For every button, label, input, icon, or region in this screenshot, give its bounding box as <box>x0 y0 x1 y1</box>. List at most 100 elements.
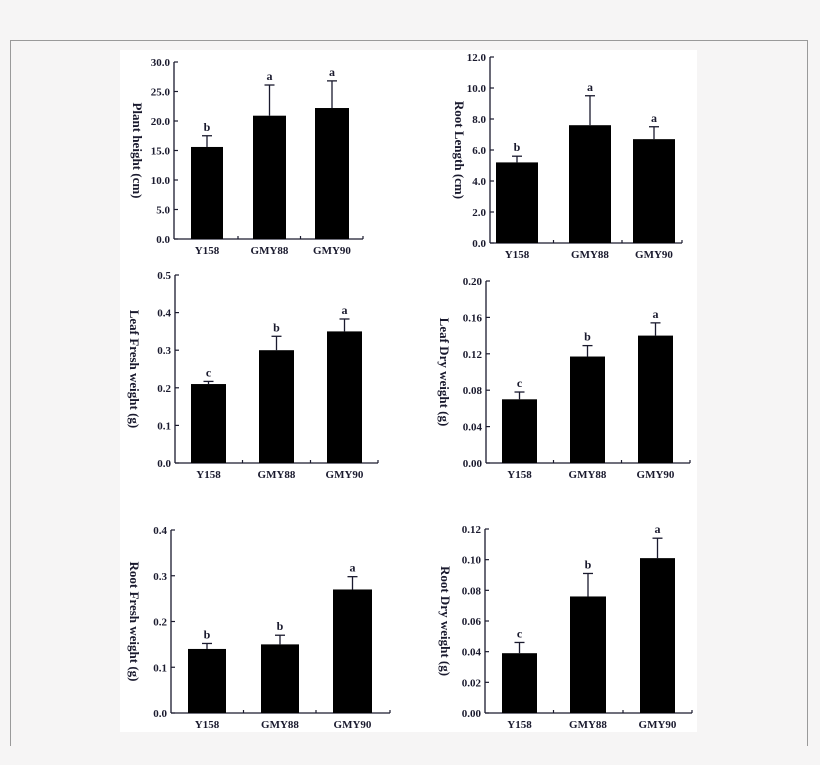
y-tick-label: 15.0 <box>151 146 171 158</box>
y-tick-label: 20.0 <box>151 116 171 128</box>
y-tick-label: 5.0 <box>156 205 170 217</box>
y-axis-label: Plant height (cm) <box>130 102 145 198</box>
category-label: GMY88 <box>569 469 607 481</box>
category-label: GMY90 <box>635 249 673 261</box>
y-axis-label: Leaf Dry weight (g) <box>437 318 452 427</box>
y-tick-label: 0.0 <box>472 238 486 250</box>
y-tick-label: 25.0 <box>151 87 171 99</box>
y-tick-label: 0.04 <box>463 422 483 434</box>
bar <box>259 350 294 463</box>
bar <box>633 139 675 243</box>
y-tick-label: 10.0 <box>467 83 487 95</box>
significance-letter: a <box>587 80 593 94</box>
significance-letter: a <box>655 522 661 536</box>
significance-letter: b <box>277 619 284 633</box>
y-axis-label: Root Length (cm) <box>452 101 467 199</box>
y-tick-label: 0.12 <box>462 524 482 536</box>
category-label: Y158 <box>195 719 220 731</box>
category-label: Y158 <box>507 469 532 481</box>
chart-plant-height: 0.0 5.0 10.0 15.0 20.0 25.0 30.0 b Y158 a GMY88 a GM… <box>130 57 364 257</box>
significance-letter: c <box>517 626 523 640</box>
significance-letter: b <box>273 320 280 334</box>
y-tick-label: 0.12 <box>463 349 483 361</box>
y-tick-label: 0.0 <box>153 708 167 720</box>
category-label: Y158 <box>507 719 532 731</box>
y-tick-label: 0.10 <box>462 555 482 567</box>
category-label: GMY90 <box>326 469 364 481</box>
category-label: GMY88 <box>251 245 289 257</box>
significance-letter: a <box>653 307 659 321</box>
bar <box>502 399 537 463</box>
bar <box>638 335 673 463</box>
y-tick-label: 0.4 <box>157 308 171 320</box>
category-label: Y158 <box>505 249 530 261</box>
chart-root-length: 0.0 2.0 4.0 6.0 8.0 10.0 12.0 b Y158 a GMY88 a GMY90… <box>452 52 683 261</box>
category-label: GMY90 <box>313 245 351 257</box>
y-tick-label: 0.1 <box>153 662 167 674</box>
significance-letter: b <box>204 120 211 134</box>
bar <box>502 653 537 713</box>
bar <box>640 558 675 713</box>
y-tick-label: 0.06 <box>462 616 482 628</box>
y-tick-label: 0.04 <box>462 647 482 659</box>
significance-letter: a <box>267 69 273 83</box>
y-axis-label: Leaf Fresh weight (g) <box>127 310 142 429</box>
chart-root-dry-weight: 0.00 0.02 0.04 0.06 0.08 0.10 0.12 c Y158 b GMY88 a… <box>438 522 693 731</box>
bar <box>191 384 226 463</box>
bar <box>188 648 226 713</box>
bar <box>191 146 223 239</box>
y-tick-label: 10.0 <box>151 175 171 187</box>
bar <box>570 596 606 713</box>
y-tick-label: 2.0 <box>472 207 486 219</box>
significance-letter: b <box>204 627 211 641</box>
significance-letter: c <box>206 365 212 379</box>
y-tick-label: 30.0 <box>151 57 171 69</box>
y-tick-label: 0.08 <box>462 585 482 597</box>
y-tick-label: 12.0 <box>467 52 487 64</box>
y-tick-label: 0.2 <box>157 383 171 395</box>
y-tick-label: 8.0 <box>472 114 486 126</box>
y-tick-label: 0.00 <box>463 458 483 470</box>
significance-letter: a <box>350 561 356 575</box>
bar <box>569 125 611 243</box>
category-label: Y158 <box>196 469 221 481</box>
bar <box>570 356 605 463</box>
significance-letter: a <box>651 111 657 125</box>
category-label: Y158 <box>195 245 220 257</box>
y-tick-label: 0.3 <box>157 345 171 357</box>
significance-letter: a <box>342 303 348 317</box>
bar <box>261 644 299 713</box>
y-tick-label: 0.1 <box>157 420 171 432</box>
y-tick-label: 0.3 <box>153 571 167 583</box>
figure-frame <box>10 40 808 746</box>
y-tick-label: 0.00 <box>462 708 482 720</box>
y-tick-label: 0.5 <box>157 270 171 282</box>
y-tick-label: 4.0 <box>472 176 486 188</box>
category-label: GMY88 <box>569 719 607 731</box>
category-label: GMY90 <box>637 469 675 481</box>
y-tick-label: 0.2 <box>153 617 167 629</box>
y-tick-label: 0.4 <box>153 525 167 537</box>
y-tick-label: 0.08 <box>463 385 483 397</box>
significance-letter: a <box>329 65 335 79</box>
category-label: GMY88 <box>261 719 299 731</box>
chart-leaf-dry-weight: 0.00 0.04 0.08 0.12 0.16 0.20 c Y158 b GMY88 a GMY9… <box>437 276 691 481</box>
bar <box>327 331 362 463</box>
y-axis-label: Root Fresh weight (g) <box>127 562 142 682</box>
chart-root-fresh-weight: 0.0 0.1 0.2 0.3 0.4 b Y158 b GMY88 a GMY90 Root Fre… <box>127 525 391 731</box>
y-axis-label: Root Dry weight (g) <box>438 566 453 676</box>
significance-letter: b <box>585 557 592 571</box>
y-tick-label: 0.02 <box>462 677 482 689</box>
y-tick-label: 0.0 <box>156 234 170 246</box>
bar <box>496 162 538 243</box>
category-label: GMY88 <box>571 249 609 261</box>
bar <box>315 108 349 240</box>
chart-leaf-fresh-weight: 0.0 0.1 0.2 0.3 0.4 0.5 c Y158 b GMY88 a GMY90 Leaf … <box>127 270 379 481</box>
y-tick-label: 0.16 <box>463 312 483 324</box>
significance-letter: b <box>514 140 521 154</box>
category-label: GMY90 <box>639 719 677 731</box>
bar <box>253 115 286 239</box>
significance-letter: b <box>584 330 591 344</box>
y-tick-label: 0.0 <box>157 458 171 470</box>
